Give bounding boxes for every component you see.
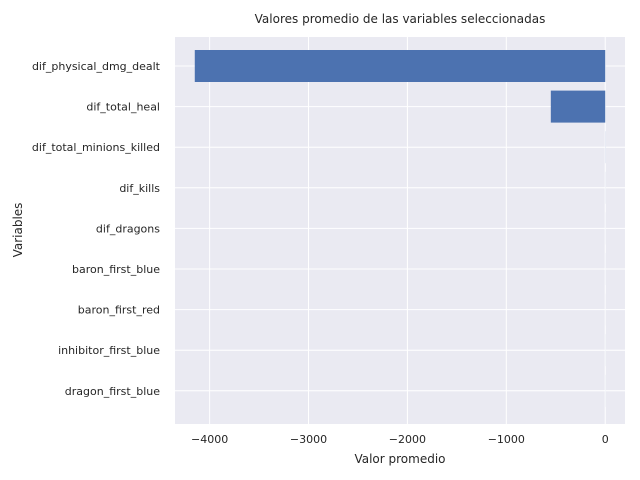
plot-background	[175, 37, 625, 424]
bar	[194, 50, 606, 82]
y-tick-label: dif_dragons	[96, 222, 160, 235]
chart-title: Valores promedio de las variables selecc…	[255, 12, 546, 26]
y-tick-label: dif_kills	[119, 182, 160, 195]
y-tick-label: baron_first_red	[78, 304, 160, 317]
grid-layer	[175, 37, 625, 424]
bars-layer	[194, 50, 606, 407]
y-tick-label: dragon_first_blue	[65, 385, 160, 398]
x-tick-labels: −4000 −3000 −2000 −1000 0	[191, 433, 609, 446]
x-tick-label: −4000	[191, 433, 228, 446]
x-tick-label: 0	[602, 433, 609, 446]
x-tick-label: −1000	[488, 433, 525, 446]
y-tick-label: dif_physical_dmg_dealt	[32, 60, 161, 73]
y-tick-labels: dif_physical_dmg_dealt dif_total_heal dif_…	[32, 60, 161, 398]
y-tick-label: dif_total_minions_killed	[32, 141, 160, 154]
y-tick-label: baron_first_blue	[72, 263, 160, 276]
x-tick-label: −3000	[290, 433, 327, 446]
y-axis-label: Variables	[11, 203, 25, 258]
y-tick-label: dif_total_heal	[86, 101, 160, 114]
y-tick-label: inhibitor_first_blue	[58, 344, 160, 357]
x-tick-label: −2000	[389, 433, 426, 446]
bar	[550, 90, 606, 123]
x-axis-label: Valor promedio	[354, 452, 445, 466]
